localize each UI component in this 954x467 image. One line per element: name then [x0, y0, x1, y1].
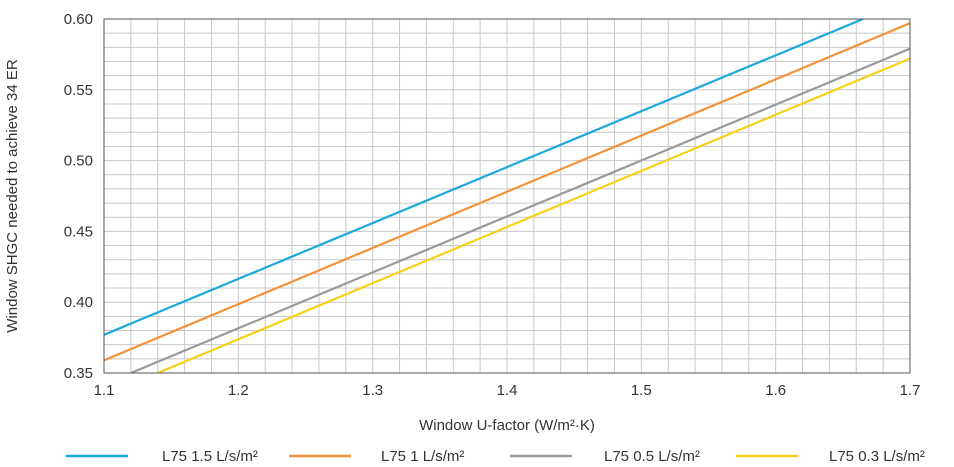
grid — [103, 18, 911, 374]
legend-label-2: L75 1 L/s/m² — [381, 448, 464, 465]
legend-label-1: L75 1.5 L/s/m² — [162, 448, 258, 465]
series-line-2 — [104, 22, 910, 362]
x-tick-label: 1.5 — [631, 382, 652, 399]
x-tick-label: 1.4 — [497, 382, 518, 399]
y-tick-label: 0.60 — [64, 11, 93, 28]
x-tick-label: 1.3 — [362, 382, 383, 399]
x-tick-label: 1.7 — [900, 382, 921, 399]
y-axis-label: Window SHGC needed to achieve 34 ER — [4, 59, 21, 333]
x-tick-label: 1.2 — [228, 382, 249, 399]
series-line-1 — [104, 19, 864, 336]
x-axis-label: Window U-factor (W/m²·K) — [419, 417, 595, 434]
x-tick-label: 1.6 — [765, 382, 786, 399]
series-lines — [104, 19, 910, 373]
legend-label-4: L75 0.3 L/s/m² — [829, 448, 925, 465]
y-tick-label: 0.55 — [64, 82, 93, 99]
y-tick-label: 0.50 — [64, 153, 93, 170]
series-line-3 — [130, 47, 910, 373]
y-tick-labels: 0.35 0.40 0.45 0.50 0.55 0.60 — [64, 11, 93, 382]
legend-label-3: L75 0.5 L/s/m² — [604, 448, 700, 465]
legend: L75 1.5 L/s/m² L75 1 L/s/m² L75 0.5 L/s/m²… — [66, 448, 925, 465]
y-tick-label: 0.45 — [64, 223, 93, 240]
x-tick-label: 1.1 — [94, 382, 115, 399]
y-tick-label: 0.35 — [64, 365, 93, 382]
y-tick-label: 0.40 — [64, 294, 93, 311]
series-line-4 — [157, 57, 910, 373]
plot-frame — [103, 18, 911, 374]
x-tick-labels: 1.1 1.2 1.3 1.4 1.5 1.6 1.7 — [94, 382, 921, 399]
